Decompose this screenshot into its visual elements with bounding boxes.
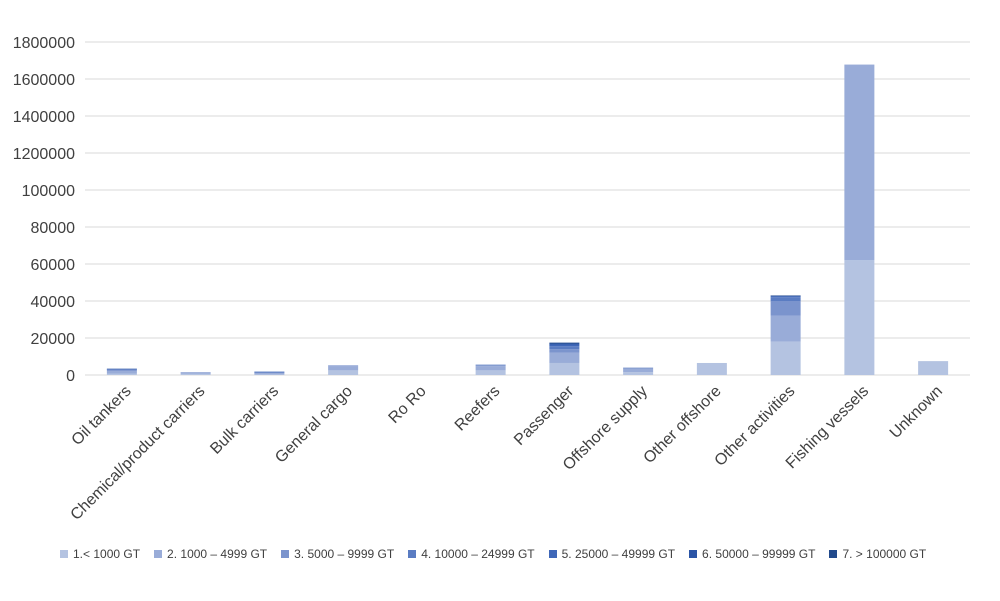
bar-segment	[328, 370, 359, 375]
legend-swatch	[154, 550, 163, 558]
legend-item: 1.< 1000 GT	[60, 547, 140, 561]
bar-segment	[549, 344, 580, 347]
legend-swatch	[689, 550, 698, 558]
legend-label: 7. > 100000 GT	[842, 547, 927, 561]
bar-segment	[844, 64, 875, 261]
bar-segment	[254, 374, 285, 375]
bar-segment	[623, 368, 654, 373]
y-tick-label: 100000	[22, 183, 75, 200]
y-tick-label: 20000	[31, 331, 76, 348]
x-category-label: Oil tankers	[69, 383, 135, 449]
bar-segment	[106, 369, 137, 370]
y-tick-label: 40000	[31, 294, 76, 311]
bar-segment	[549, 349, 580, 353]
bar-segment	[623, 367, 654, 369]
y-tick-label: 1200000	[13, 146, 75, 163]
bar-segment	[475, 370, 506, 375]
legend-swatch	[829, 550, 838, 558]
bar-segment	[254, 372, 285, 374]
bar-segment	[770, 296, 801, 298]
bar-segment	[254, 373, 285, 375]
bar-segment	[549, 343, 580, 345]
bar-segment	[549, 362, 580, 375]
bar-segment	[328, 366, 359, 371]
legend-label: 6. 50000 – 99999 GT	[702, 547, 816, 561]
legend-label: 5. 25000 – 49999 GT	[561, 547, 676, 561]
x-category-label: General cargo	[272, 383, 356, 467]
bar-segment	[844, 260, 875, 375]
x-category-label: Bulk carriers	[207, 383, 282, 458]
y-tick-label: 0	[66, 368, 75, 385]
x-category-label: Reefers	[452, 383, 504, 435]
legend-label: 4. 10000 – 24999 GT	[421, 547, 535, 561]
x-category-label: Chemical/product carriers	[68, 383, 209, 524]
legend-swatch	[60, 550, 68, 558]
legend-item: 4. 10000 – 24999 GT	[408, 547, 535, 561]
bar-segment	[180, 372, 211, 373]
x-category-label: Other offshore	[641, 383, 725, 467]
bar-segment	[106, 368, 137, 370]
bar-segment	[623, 372, 654, 375]
bar-segment	[549, 342, 580, 344]
bar-segment	[696, 362, 727, 375]
bar-segment	[106, 370, 137, 374]
legend-label: 1.< 1000 GT	[73, 547, 141, 561]
bar-segment	[328, 365, 359, 367]
y-tick-label: 80000	[31, 220, 76, 237]
bar-segment	[475, 365, 506, 367]
bar-segment	[180, 372, 211, 374]
bar-segment	[770, 301, 801, 316]
legend-item: 5. 25000 – 49999 GT	[548, 547, 676, 561]
legend-swatch	[281, 550, 290, 558]
legend: 1.< 1000 GT 2. 1000 – 4999 GT 3. 5000 – 99…	[60, 547, 926, 561]
x-category-label: Passenger	[511, 382, 578, 449]
legend-label: 2. 1000 – 4999 GT	[167, 547, 268, 561]
bar-segment	[475, 366, 506, 371]
bar-segment	[770, 297, 801, 301]
y-axis-tick-labels: 0 20000 40000 60000 80000 100000 1200000 140000…	[13, 35, 75, 385]
bar-segment	[770, 341, 801, 375]
bar-segment	[106, 369, 137, 371]
x-category-label: Unknown	[887, 383, 946, 442]
y-tick-label: 1800000	[13, 35, 75, 52]
bars	[106, 64, 949, 375]
legend-item: 7. > 100000 GT	[829, 547, 926, 561]
legend-item: 3. 5000 – 9999 GT	[281, 547, 394, 561]
bar-segment	[106, 373, 137, 375]
legend-label: 3. 5000 – 9999 GT	[294, 547, 395, 561]
bar-segment	[770, 295, 801, 296]
x-category-label: Ro Ro	[386, 383, 430, 427]
legend-swatch	[408, 550, 417, 558]
y-tick-label: 60000	[31, 257, 76, 274]
bar-segment	[549, 352, 580, 363]
y-tick-label: 1400000	[13, 109, 75, 126]
bar-segment	[549, 346, 580, 350]
legend-swatch	[548, 550, 557, 558]
bar-segment	[254, 371, 285, 373]
bar-segment	[770, 295, 801, 297]
y-tick-label: 1600000	[13, 72, 75, 89]
legend-item: 6. 50000 – 99999 GT	[689, 547, 815, 561]
gridlines	[85, 41, 970, 376]
bar-segment	[475, 364, 506, 366]
bar-segment	[180, 373, 211, 375]
bar-segment	[770, 315, 801, 342]
legend-item: 2. 1000 – 4999 GT	[154, 547, 267, 561]
bar-segment	[918, 361, 949, 375]
